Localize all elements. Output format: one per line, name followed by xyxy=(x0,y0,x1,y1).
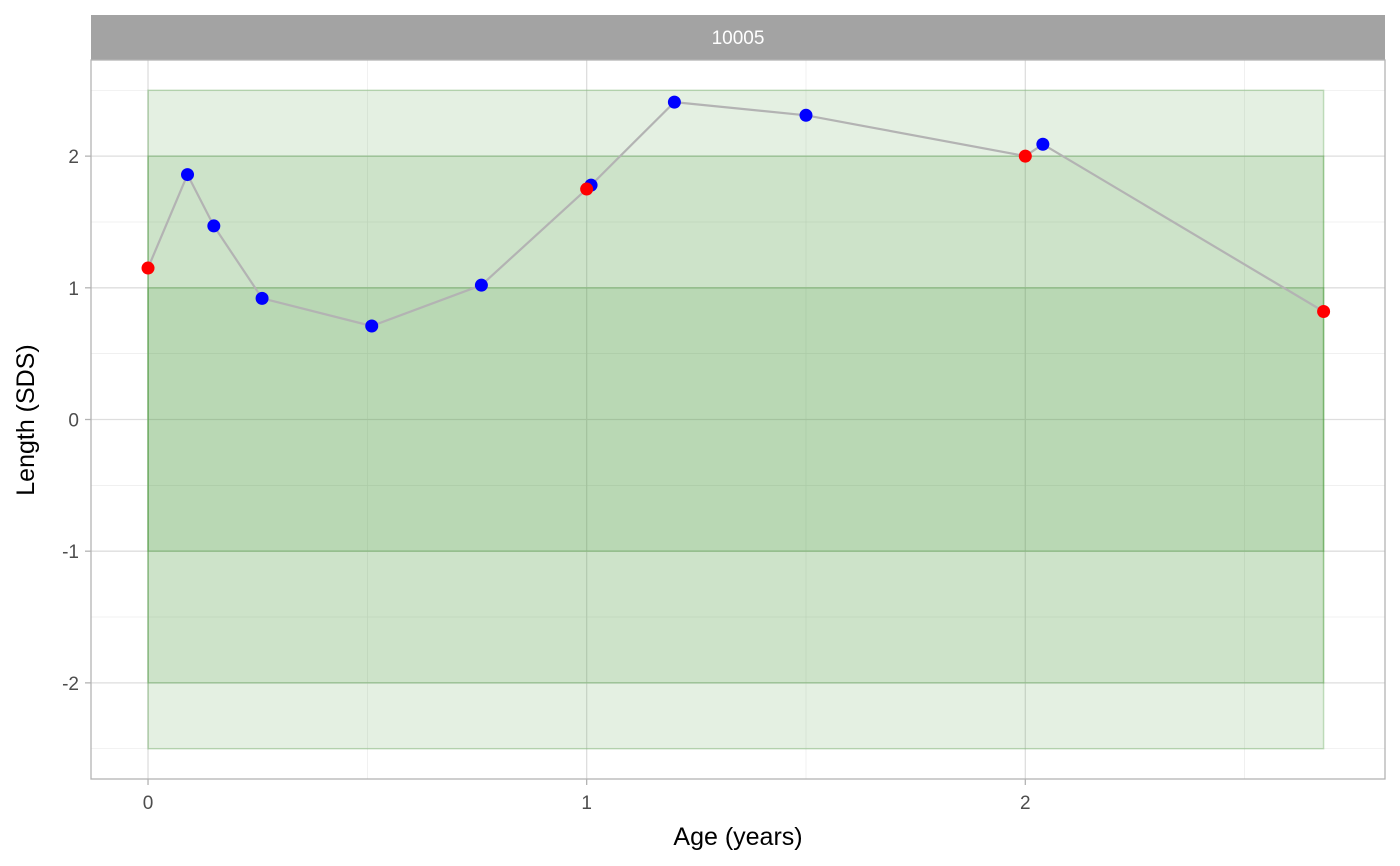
x-tick-label: 2 xyxy=(1020,793,1031,814)
y-axis-title: Length (SDS) xyxy=(12,344,40,495)
x-axis: 0 1 2 xyxy=(143,779,1031,814)
data-point-series-1 xyxy=(141,261,155,275)
x-axis-title: Age (years) xyxy=(673,823,802,851)
data-point-series-0 xyxy=(667,95,681,109)
data-point-series-0 xyxy=(1036,137,1050,151)
data-point-series-0 xyxy=(799,108,813,122)
facet-strip-background xyxy=(91,15,1385,60)
y-tick-label: 1 xyxy=(68,279,79,300)
data-point-series-0 xyxy=(207,219,221,233)
minor-gridlines xyxy=(91,60,1385,779)
data-points xyxy=(141,95,1331,333)
reference-band-0 xyxy=(147,89,1325,750)
data-point-series-0 xyxy=(181,168,195,182)
facet-strip-label: 10005 xyxy=(712,28,765,49)
major-gridlines xyxy=(91,60,1385,779)
y-tick-label: 0 xyxy=(68,411,79,432)
reference-bands xyxy=(147,89,1325,750)
facet-strip: 10005 xyxy=(91,15,1385,60)
reference-band-1 xyxy=(147,155,1325,684)
x-tick-label: 0 xyxy=(143,793,154,814)
y-tick-label: 2 xyxy=(68,147,79,168)
y-tick-label: -1 xyxy=(62,542,79,563)
data-point-series-1 xyxy=(1018,149,1032,163)
x-tick-label: 1 xyxy=(581,793,592,814)
data-point-series-1 xyxy=(1317,305,1331,319)
data-point-series-0 xyxy=(474,278,488,292)
data-point-series-0 xyxy=(365,319,379,333)
y-tick-label: -2 xyxy=(62,674,79,695)
data-point-series-0 xyxy=(255,291,269,305)
reference-band-2 xyxy=(147,287,1325,552)
data-point-series-1 xyxy=(580,182,594,196)
y-axis: -2 -1 0 1 2 xyxy=(62,147,91,695)
plot-panel xyxy=(90,59,1386,780)
